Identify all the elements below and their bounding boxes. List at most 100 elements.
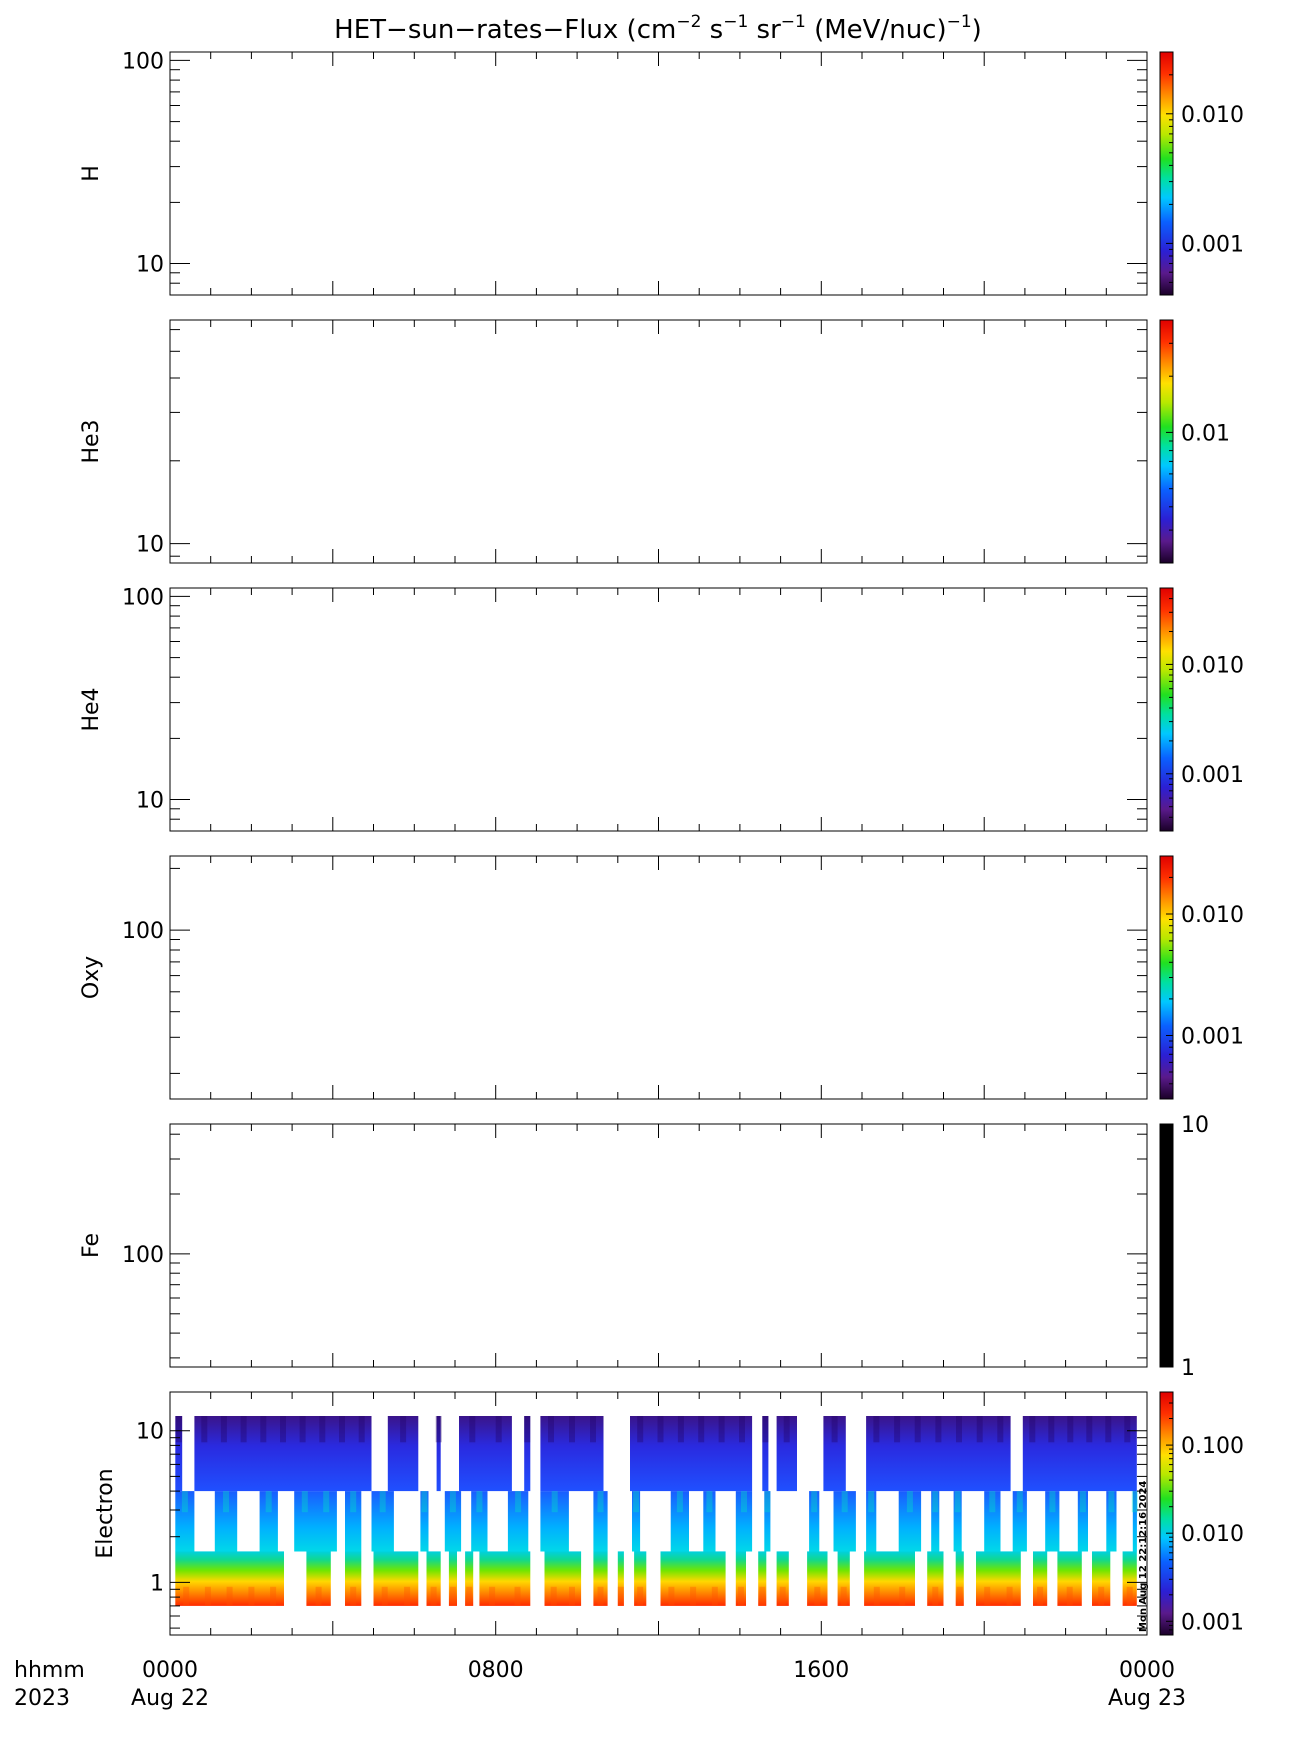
heatmap-streak	[240, 1416, 247, 1443]
heatmap-streak	[551, 1491, 558, 1513]
colorbar-tick-label: 0.001	[1181, 1610, 1244, 1635]
heatmap-streak	[1037, 1586, 1044, 1606]
heatmap-streak	[1086, 1416, 1093, 1443]
heatmap-streak	[657, 1416, 664, 1443]
heatmap-streak	[270, 1586, 277, 1606]
heatmap-streak	[1067, 1416, 1074, 1443]
plot-frame	[169, 1123, 1148, 1368]
heatmap-streak	[997, 1416, 1004, 1443]
heatmap-streak	[637, 1416, 644, 1443]
heatmap-streak	[1016, 1491, 1023, 1513]
heatmap-streak	[873, 1416, 880, 1443]
heatmap-streak	[421, 1491, 428, 1513]
footer-date-tick: Aug 23	[1108, 1686, 1186, 1711]
heatmap-streak	[690, 1586, 697, 1606]
heatmap-streak	[1131, 1491, 1138, 1513]
colorbar-tick-label: 10	[1181, 1113, 1209, 1138]
heatmap-streak	[466, 1586, 473, 1606]
heatmap-streak	[265, 1491, 272, 1513]
heatmap-streak	[633, 1491, 640, 1513]
heatmap-streak	[319, 1416, 326, 1443]
heatmap-streak	[706, 1491, 713, 1513]
heatmap-cell-mid	[294, 1491, 337, 1552]
heatmap-streak	[814, 1586, 821, 1606]
y-tick-label: 10	[136, 253, 164, 278]
heatmap-streak	[201, 1416, 208, 1443]
heatmap-cell-low	[593, 1551, 608, 1606]
heatmap-streak	[739, 1416, 745, 1443]
heatmap-streak	[220, 1416, 227, 1443]
colorbar	[1159, 1123, 1174, 1368]
heatmap-streak	[759, 1586, 766, 1606]
heatmap-cell-low	[373, 1551, 419, 1606]
heatmap-streak	[204, 1586, 211, 1606]
heatmap-streak	[590, 1416, 596, 1443]
heatmap-streak	[280, 1416, 286, 1443]
heatmap-cell-low	[976, 1551, 1021, 1606]
heatmap-streak	[1098, 1586, 1105, 1606]
y-axis-label: H	[79, 165, 104, 182]
footer-time-tick: 0000	[142, 1658, 198, 1683]
heatmap-streak	[668, 1586, 675, 1606]
colorbar-tick-label: 0.001	[1181, 1025, 1244, 1050]
footer-tick-labels: 0000 Aug 22 0800 1600 0000 Aug 23	[131, 1658, 1186, 1711]
heatmap-streak	[637, 1586, 644, 1606]
heatmap-streak	[248, 1586, 255, 1606]
heatmap-cell-low	[837, 1551, 850, 1606]
colorbar-tick-label: 0.001	[1181, 232, 1244, 257]
heatmap-cell-mid	[953, 1491, 962, 1552]
heatmap-streak	[175, 1416, 182, 1443]
heatmap-cell-low	[1092, 1551, 1111, 1606]
heatmap-streak	[476, 1491, 483, 1513]
heatmap-streak	[379, 1491, 386, 1513]
heatmap-streak	[1049, 1491, 1056, 1513]
heatmap-streak	[430, 1586, 437, 1606]
heatmap-cell-high	[175, 1416, 183, 1492]
heatmap-cell-mid	[866, 1491, 877, 1552]
y-tick-label: 100	[122, 49, 164, 74]
heatmap-streak	[762, 1416, 769, 1443]
plot-frame	[169, 319, 1148, 564]
heatmap-streak	[223, 1491, 229, 1513]
y-tick-label: 100	[122, 919, 164, 944]
heatmap-streak	[469, 1416, 476, 1443]
heatmap-cell-high	[459, 1416, 512, 1492]
y-axis-label: Oxy	[79, 956, 104, 999]
heatmap-cell-low	[345, 1551, 362, 1606]
heatmap-streak	[894, 1416, 901, 1443]
heatmap-streak	[873, 1586, 880, 1606]
colorbar-tick-label: 0.100	[1181, 1434, 1244, 1459]
y-tick-label: 1	[150, 1571, 164, 1596]
heatmap-streak	[299, 1416, 306, 1443]
heatmap-streak	[400, 1416, 407, 1443]
heatmap-streak	[677, 1416, 684, 1443]
heatmap-cell-low	[448, 1551, 457, 1606]
heatmap-streak	[617, 1586, 624, 1606]
heatmap-cell-mid	[444, 1491, 462, 1552]
heatmap-cell-mid	[1077, 1491, 1088, 1552]
y-tick-label: 100	[122, 585, 164, 610]
heatmap-cell-low	[634, 1551, 647, 1606]
heatmap-cell-low	[758, 1551, 767, 1606]
heatmap-cell-high	[630, 1416, 753, 1492]
heatmap-streak	[989, 1491, 996, 1513]
heatmap-streak	[932, 1586, 939, 1606]
heatmap-streak	[779, 1586, 786, 1606]
plot-frame	[169, 51, 1148, 296]
heatmap-streak	[315, 1586, 322, 1606]
heatmap-streak	[932, 1491, 939, 1513]
heatmap-cell-low	[544, 1551, 582, 1606]
footer-year-label: 2023	[14, 1686, 70, 1711]
footer-time-tick: 1600	[793, 1658, 849, 1683]
heatmap-streak	[956, 1586, 963, 1606]
heatmap-cell-mid	[593, 1491, 608, 1552]
heatmap-streak	[899, 1586, 906, 1606]
heatmap-streak	[323, 1491, 330, 1513]
heatmap-cell-low	[776, 1551, 789, 1606]
heatmap-cell-high	[194, 1416, 372, 1492]
heatmap-cell-low	[864, 1551, 915, 1606]
heatmap-cell-low	[1033, 1551, 1048, 1606]
heatmap-streak	[597, 1586, 604, 1606]
heatmap-streak	[524, 1416, 531, 1443]
colorbar-tick-label: 0.010	[1181, 653, 1244, 678]
